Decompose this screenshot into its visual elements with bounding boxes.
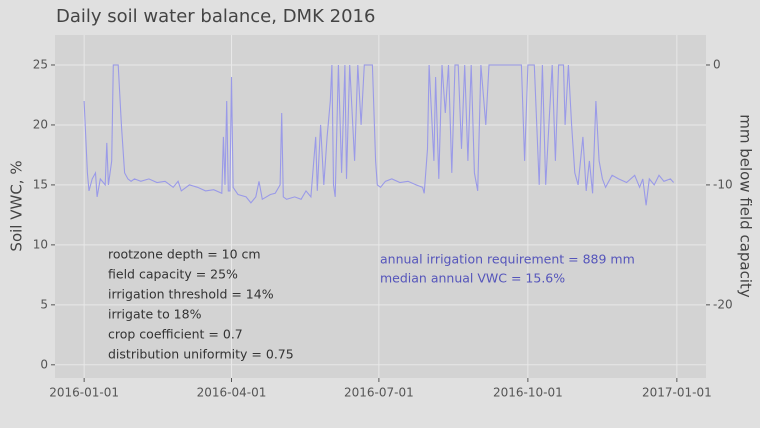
y-tick-label: 25 [33,57,48,71]
annotation: crop coefficient = 0.7 [108,327,243,342]
y2-tick-label: -10 [713,177,733,191]
y-axis-label: Soil VWC, % [8,160,26,251]
y-tick-label: 5 [40,297,48,311]
annotation: distribution uniformity = 0.75 [108,347,294,362]
x-tick-label: 2016-04-01 [197,386,267,400]
annotation: irrigate to 18% [108,307,202,322]
annotation: irrigation threshold = 14% [108,287,274,302]
annotation: annual irrigation requirement = 889 mm [380,252,635,267]
x-tick-label: 2016-10-01 [493,386,563,400]
x-tick-label: 2016-01-01 [49,386,119,400]
chart-title: Daily soil water balance, DMK 2016 [56,6,375,27]
y2-axis-label: mm below field capacity [737,114,755,298]
plot-panel [55,35,706,378]
y2-tick-label: -20 [713,297,733,311]
data-line [83,64,675,206]
y-tick-label: 10 [33,237,48,251]
y2-tick-label: 0 [713,57,721,71]
x-tick-label: 2017-01-01 [642,386,712,400]
x-tick-label: 2016-07-01 [344,386,414,400]
y-tick-label: 0 [40,357,48,371]
annotation: rootzone depth = 10 cm [108,247,261,262]
y-tick-label: 15 [33,177,48,191]
annotation: field capacity = 25% [108,267,238,282]
y-tick-label: 20 [33,117,48,131]
annotation: median annual VWC = 15.6% [380,271,565,286]
